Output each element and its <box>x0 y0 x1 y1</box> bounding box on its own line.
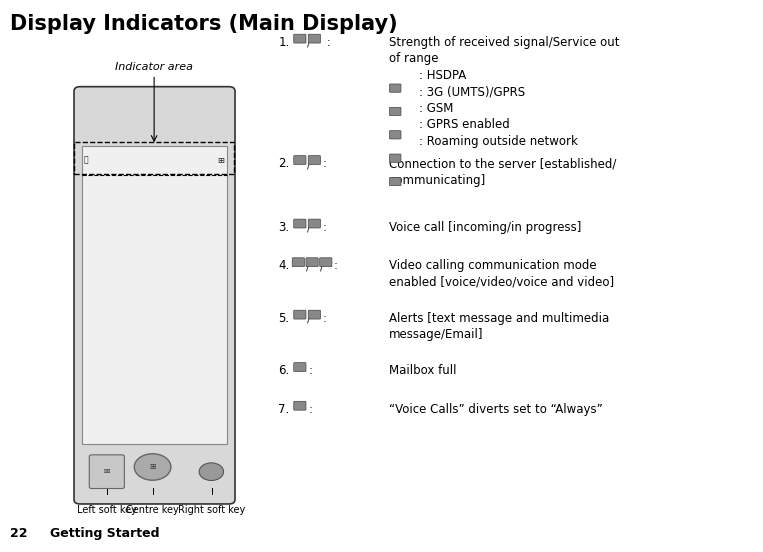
FancyBboxPatch shape <box>89 455 124 489</box>
Bar <box>82 146 227 444</box>
Text: Connection to the server [established/
communicating]: Connection to the server [established/ c… <box>389 157 617 187</box>
FancyBboxPatch shape <box>306 258 318 267</box>
Text: ⊞: ⊞ <box>150 463 156 471</box>
Text: 4.: 4. <box>278 259 290 273</box>
Text: :: : <box>309 403 313 416</box>
Circle shape <box>134 454 171 480</box>
Text: Indicator area: Indicator area <box>115 62 193 72</box>
FancyBboxPatch shape <box>390 107 401 115</box>
Text: Display Indicators (Main Display): Display Indicators (Main Display) <box>10 14 398 34</box>
Text: Getting Started: Getting Started <box>50 527 159 540</box>
Text: 2.: 2. <box>278 157 290 171</box>
Text: 1.: 1. <box>278 36 290 49</box>
FancyBboxPatch shape <box>292 258 304 267</box>
Text: 3.: 3. <box>278 221 290 234</box>
Text: Strength of received signal/Service out
of range
        : HSDPA
        : 3G (U: Strength of received signal/Service out … <box>389 36 620 148</box>
Text: /: / <box>306 259 310 273</box>
Text: Right soft key: Right soft key <box>178 505 245 515</box>
Text: :: : <box>323 36 330 49</box>
Text: 7.: 7. <box>278 403 290 416</box>
FancyBboxPatch shape <box>294 363 306 371</box>
Bar <box>74 142 234 174</box>
FancyBboxPatch shape <box>390 154 401 162</box>
Text: /: / <box>307 157 311 171</box>
FancyBboxPatch shape <box>294 310 306 319</box>
Text: :: : <box>323 312 327 325</box>
FancyBboxPatch shape <box>308 156 320 164</box>
Text: 5.: 5. <box>278 312 290 325</box>
Text: Left soft key: Left soft key <box>77 505 137 515</box>
Text: :: : <box>323 157 327 171</box>
FancyBboxPatch shape <box>308 219 320 228</box>
FancyBboxPatch shape <box>390 131 401 139</box>
FancyBboxPatch shape <box>308 34 320 43</box>
Text: “Voice Calls” diverts set to “Always”: “Voice Calls” diverts set to “Always” <box>389 403 603 416</box>
Text: 22: 22 <box>10 527 27 540</box>
FancyBboxPatch shape <box>74 87 235 504</box>
FancyBboxPatch shape <box>294 34 306 43</box>
Text: Video calling communication mode
enabled [voice/video/voice and video]: Video calling communication mode enabled… <box>389 259 614 289</box>
Text: Alerts [text message and multimedia
message/Email]: Alerts [text message and multimedia mess… <box>389 312 610 341</box>
Text: 📶: 📶 <box>84 156 90 164</box>
Text: :: : <box>323 221 327 234</box>
Text: Centre key: Centre key <box>126 505 179 515</box>
Text: 6.: 6. <box>278 364 290 378</box>
Text: /: / <box>307 36 311 49</box>
FancyBboxPatch shape <box>294 156 306 164</box>
Text: ✉: ✉ <box>104 467 110 476</box>
Text: :: : <box>333 259 337 273</box>
Text: /: / <box>307 312 311 325</box>
Text: ⊞: ⊞ <box>217 156 224 164</box>
Text: /: / <box>320 259 324 273</box>
Circle shape <box>199 463 224 480</box>
FancyBboxPatch shape <box>294 219 306 228</box>
FancyBboxPatch shape <box>390 84 401 92</box>
Text: Voice call [incoming/in progress]: Voice call [incoming/in progress] <box>389 221 581 234</box>
FancyBboxPatch shape <box>320 258 332 267</box>
FancyBboxPatch shape <box>308 310 320 319</box>
FancyBboxPatch shape <box>390 177 401 185</box>
Text: Mailbox full: Mailbox full <box>389 364 456 378</box>
Text: /: / <box>307 221 311 234</box>
Text: :: : <box>309 364 313 378</box>
FancyBboxPatch shape <box>294 401 306 410</box>
